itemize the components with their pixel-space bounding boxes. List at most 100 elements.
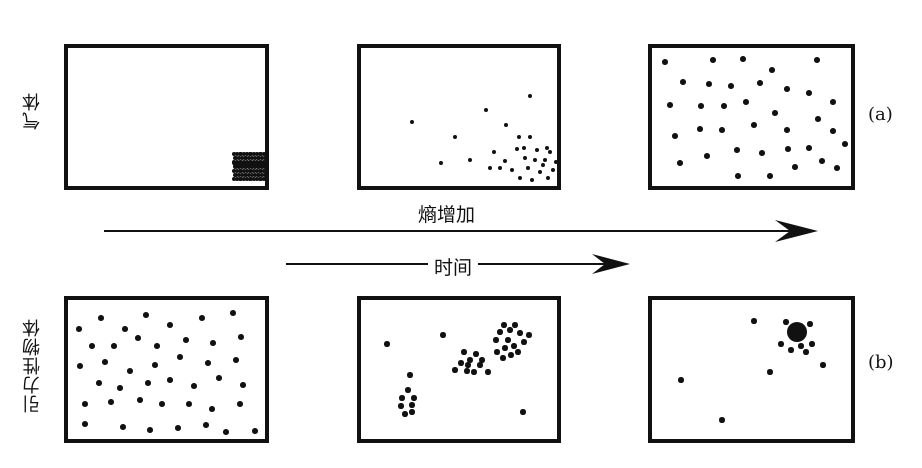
gas-particle [438, 160, 444, 166]
gravity-particle [526, 332, 532, 338]
gas-particle [249, 164, 255, 169]
gravity-particle [521, 339, 527, 345]
gravity-particle [152, 362, 158, 368]
gravity-particle [508, 352, 514, 358]
gas-particle [251, 160, 256, 165]
gravity-particle [233, 357, 239, 363]
gravity-particle [511, 343, 517, 349]
gas-particle [246, 156, 251, 161]
gas-particle [258, 160, 263, 165]
gas-particle [514, 146, 520, 152]
gas-particle [743, 99, 749, 105]
gas-particle [259, 172, 265, 178]
gas-particle [248, 151, 253, 157]
gas-particle [819, 158, 825, 164]
gravity-particle [751, 318, 757, 324]
gravity-particle [798, 343, 804, 349]
gas-particle [542, 157, 548, 163]
gravity-particle [479, 357, 485, 363]
gravity-particle [127, 368, 133, 374]
gas-particle [545, 175, 551, 181]
gravity-particle [147, 427, 153, 433]
gas-particle [697, 126, 703, 132]
gas-particle [751, 122, 757, 128]
gravity-particle [767, 369, 773, 375]
gas-particle [263, 164, 268, 169]
gas-particle [258, 151, 263, 157]
gas-particle [235, 177, 240, 182]
gas-particle [553, 159, 559, 165]
gas-particle [806, 145, 812, 151]
gravity-particle [409, 409, 415, 415]
gas-particle [253, 164, 258, 169]
gas-particle [254, 168, 260, 173]
gravity-particle [167, 377, 173, 383]
gravity-particle [108, 399, 114, 405]
gas-particle [236, 164, 241, 169]
gas-particle [767, 173, 773, 179]
gravity-particle [399, 395, 405, 401]
gas-particle [261, 168, 266, 173]
gravity-particle [96, 380, 102, 386]
gravity-particle [203, 422, 209, 428]
gravity-particle [177, 354, 183, 360]
gas-particle [772, 110, 778, 116]
gas-particle [238, 160, 243, 165]
gravity-particle [807, 321, 813, 327]
gas-particle [540, 162, 546, 168]
gravity-particle [501, 322, 507, 328]
gas-particle [525, 165, 531, 171]
gas-particle [239, 164, 245, 169]
gas-particle [248, 160, 253, 165]
entropy-label: 熵增加 [412, 200, 482, 227]
gas-particle [243, 164, 248, 169]
gas-particle [254, 151, 260, 157]
gravity-particle [788, 347, 794, 353]
gravity-particle [120, 424, 126, 430]
row-tag-a: (a) [868, 104, 893, 125]
gravity-particle [98, 315, 104, 321]
gas-particle [256, 164, 261, 169]
gas-particle [814, 57, 820, 63]
gas-particle [249, 156, 255, 161]
gas-particle [256, 172, 261, 178]
gas-particle [241, 168, 247, 173]
gas-particle [784, 86, 790, 92]
gravity-particle [167, 322, 173, 328]
gravity-particle [175, 425, 181, 431]
gas-particle [550, 167, 556, 173]
gravity-particle [154, 343, 160, 349]
gravity-particle [199, 315, 205, 321]
gas-particle [721, 103, 727, 109]
gas-particle [241, 177, 247, 182]
gas-particle [235, 168, 240, 173]
gravity-particle [230, 310, 236, 316]
gas-particle [263, 172, 268, 178]
gas-particle [245, 168, 250, 173]
gravity-particle [820, 362, 826, 368]
gas-particle [261, 177, 266, 182]
gravity-particle [209, 406, 215, 412]
gas-particle [248, 177, 253, 182]
gas-particle [815, 116, 821, 122]
gas-particle [259, 156, 265, 161]
gas-particle [537, 169, 543, 175]
gas-particle [239, 172, 245, 178]
gravity-particle [500, 355, 506, 361]
gravity-particle [485, 369, 491, 375]
gas-particle [248, 168, 253, 173]
gravity-particle [461, 349, 467, 355]
gas-particle [236, 172, 241, 178]
gravity-particle [473, 351, 479, 357]
gas-particle [544, 145, 550, 151]
gravity-particle [467, 357, 473, 363]
gas-particle [254, 160, 260, 165]
gravity-particle [477, 362, 483, 368]
gravity-particle [82, 421, 88, 427]
row-tag-b: (b) [868, 352, 894, 373]
gravity-particle [402, 411, 408, 417]
gas-particle [503, 122, 509, 128]
gas-particle [734, 147, 740, 153]
gas-particle [409, 119, 415, 125]
